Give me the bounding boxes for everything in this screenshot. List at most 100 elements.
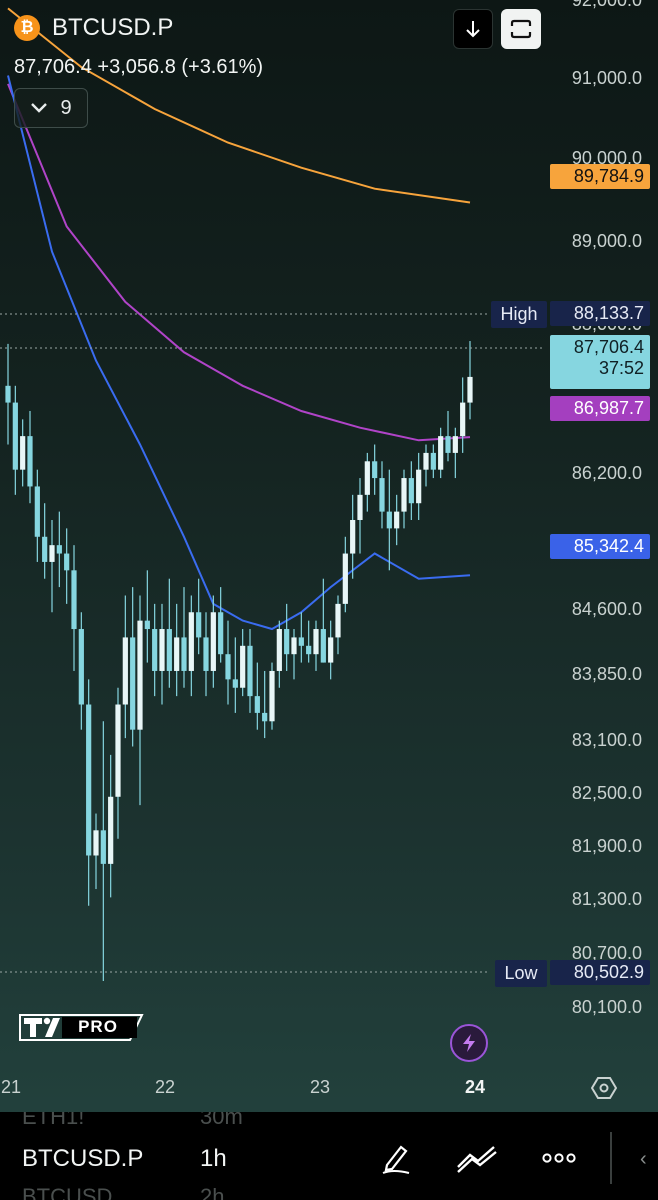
candle — [335, 595, 341, 655]
candle-body — [108, 796, 114, 864]
candle-body — [71, 570, 77, 630]
more-button[interactable] — [537, 1142, 581, 1174]
candle — [218, 587, 224, 663]
candle-body — [115, 704, 121, 797]
candle-body — [5, 385, 11, 403]
candle-body — [379, 478, 385, 512]
candle-body — [430, 452, 436, 470]
low-label: Low — [495, 960, 547, 987]
candle-body — [372, 461, 378, 479]
candle — [357, 478, 363, 554]
candle-body — [298, 637, 304, 646]
price-tick: 91,000.0 — [571, 68, 642, 88]
candle — [350, 494, 356, 579]
orange-ma-tag: 89,784.9 — [550, 164, 650, 189]
candle-body — [284, 629, 290, 655]
candle — [27, 410, 33, 504]
candle-body — [203, 637, 209, 671]
candle — [144, 570, 150, 663]
price-tick: 80,700.0 — [571, 943, 642, 963]
candle — [467, 341, 473, 420]
candle — [423, 444, 429, 487]
candle-body — [467, 376, 473, 403]
candle — [247, 629, 253, 713]
indicators-toggle-button[interactable]: 9 — [14, 88, 88, 128]
candle-body — [100, 830, 106, 864]
candle — [122, 595, 128, 739]
candle — [166, 578, 172, 688]
candle-body — [49, 545, 55, 562]
candle — [254, 662, 260, 730]
scroll-to-latest-button[interactable] — [453, 9, 493, 49]
toolbar-divider — [610, 1132, 612, 1184]
bar-countdown: 37:52 — [598, 358, 644, 378]
bitcoin-icon: ₿ — [14, 15, 40, 41]
candle-body — [445, 436, 451, 453]
candle — [372, 444, 378, 495]
candle — [298, 612, 304, 663]
last-price-value: 87,706.4 — [573, 337, 644, 357]
candle-body — [254, 696, 260, 713]
collapse-arrow-icon[interactable]: ‹ — [640, 1148, 647, 1170]
candle — [86, 679, 92, 906]
trend-lines-button[interactable] — [455, 1138, 499, 1178]
candle — [313, 620, 319, 671]
candle — [342, 536, 348, 613]
candle-body — [240, 645, 246, 688]
candle-body — [137, 620, 143, 730]
time-tick: 24 — [464, 1077, 486, 1097]
candle-body — [320, 629, 326, 663]
candle-body — [159, 629, 165, 671]
candle — [408, 461, 414, 520]
fullscreen-button[interactable] — [501, 9, 541, 49]
bottom-toolbar[interactable]: ETH1! 30m BTCUSD.P 1h BTCUSD 2h ‹ — [0, 1112, 658, 1200]
candle-body — [122, 637, 128, 705]
candle — [240, 629, 246, 697]
candle-body — [342, 553, 348, 604]
candle — [416, 452, 422, 520]
candle-body — [291, 637, 297, 655]
price-tick: 83,100.0 — [571, 730, 642, 750]
candle — [262, 670, 268, 739]
symbol-header[interactable]: ₿ BTCUSD.P — [14, 14, 173, 42]
time-tick: 21 — [0, 1077, 22, 1097]
candle-body — [401, 478, 407, 512]
draw-button[interactable] — [376, 1138, 416, 1178]
chart-canvas[interactable] — [0, 0, 658, 1112]
candle — [152, 603, 158, 697]
candle — [71, 545, 77, 671]
timeframe-ghost-bottom: 2h — [200, 1184, 225, 1200]
candle-body — [460, 402, 466, 437]
high-label: High — [491, 301, 547, 328]
candle-body — [247, 645, 253, 697]
arrow-down-icon — [466, 21, 480, 38]
candle — [379, 461, 385, 529]
candle-body — [144, 620, 150, 630]
candle-body — [394, 511, 400, 529]
chart-settings-button[interactable] — [590, 1074, 618, 1102]
candle-body — [357, 494, 363, 520]
lightning-button[interactable] — [450, 1024, 488, 1062]
candle — [452, 427, 458, 479]
candle — [445, 410, 451, 462]
candle-body — [225, 654, 231, 680]
symbol-picker-ghost-bottom: BTCUSD — [22, 1184, 113, 1200]
moving-average-layer — [7, 7, 471, 631]
candle-body — [408, 478, 414, 504]
tradingview-pro-logo: PRO — [16, 1012, 144, 1042]
candle — [225, 620, 231, 705]
candle — [34, 469, 40, 562]
price-change-line: 87,706.4 +3,056.8 (+3.61%) — [14, 56, 264, 78]
candle-body — [423, 452, 429, 470]
candle-body — [27, 436, 33, 487]
candle-body — [335, 603, 341, 638]
timeframe-selector[interactable]: 1h — [200, 1145, 227, 1172]
chevron-down-icon — [31, 103, 48, 113]
candle-body — [93, 830, 99, 856]
purple-ma-tag: 86,987.7 — [550, 396, 650, 421]
price-tick: 81,300.0 — [571, 889, 642, 909]
candle-body — [313, 629, 319, 655]
symbol-selector[interactable]: BTCUSD.P — [22, 1145, 144, 1172]
candle — [291, 629, 297, 680]
